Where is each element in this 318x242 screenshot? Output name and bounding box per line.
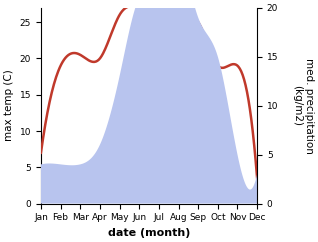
Y-axis label: med. precipitation
(kg/m2): med. precipitation (kg/m2) bbox=[292, 58, 314, 153]
Y-axis label: max temp (C): max temp (C) bbox=[4, 70, 14, 142]
X-axis label: date (month): date (month) bbox=[108, 228, 190, 238]
